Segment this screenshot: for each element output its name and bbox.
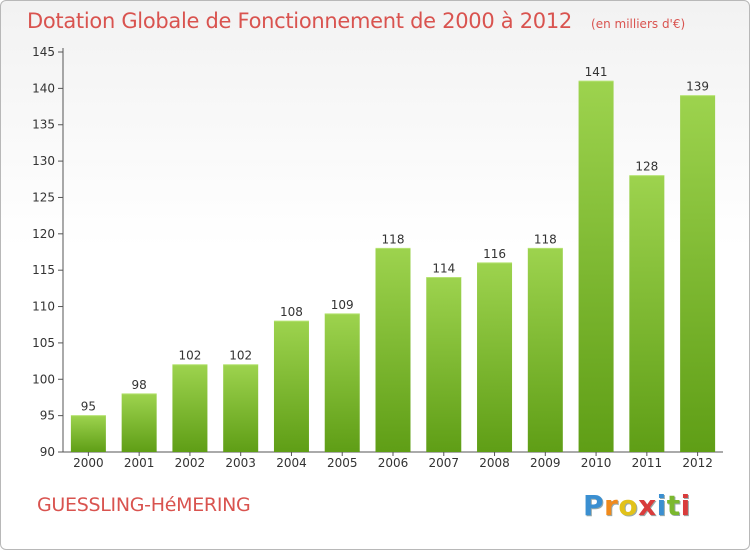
- bar: [578, 81, 614, 452]
- x-axis: 2000 2001 2002 2003 2004 2005 2006 2007 2008 2009…: [63, 451, 723, 470]
- x-tick-label: 2004: [276, 456, 307, 470]
- logo-letter: r: [604, 489, 619, 522]
- bar-value-label: 114: [432, 261, 455, 275]
- logo-letter: P: [583, 489, 605, 522]
- x-tick-label: 2001: [124, 456, 155, 470]
- bar: [375, 248, 411, 452]
- y-tick-label: 95: [40, 409, 55, 423]
- bar-value-label: 102: [178, 349, 201, 363]
- y-tick-label: 140: [32, 81, 55, 95]
- y-tick-label: 135: [32, 118, 55, 132]
- bar: [527, 248, 563, 452]
- y-tick-label: 115: [32, 263, 55, 277]
- bar: [172, 364, 208, 452]
- commune-name: GUESSLING-HéMERING: [37, 494, 251, 516]
- bar-value-label: 118: [382, 232, 405, 246]
- chart-title-block: Dotation Globale de Fonctionnement de 20…: [27, 9, 685, 33]
- bar-value-label: 95: [81, 400, 96, 414]
- bar: [629, 175, 665, 453]
- x-tick-label: 2003: [225, 456, 256, 470]
- bar: [680, 95, 716, 453]
- bar: [121, 393, 157, 452]
- bar-value-label: 139: [686, 80, 709, 94]
- y-axis: 90 95 100 105 110 115 120 125 130 135 140 145: [32, 45, 64, 459]
- x-tick-label: 2010: [581, 456, 612, 470]
- x-tick-label: 2008: [479, 456, 510, 470]
- x-tick-label: 2000: [73, 456, 104, 470]
- bar-value-label: 98: [132, 378, 147, 392]
- bar: [223, 364, 259, 452]
- bars: 95 98 102 102 108 109 118 114 116 118 141 128 139: [70, 65, 716, 453]
- x-tick-label: 2002: [175, 456, 206, 470]
- y-tick-label: 125: [32, 190, 55, 204]
- bar-value-label: 116: [483, 247, 506, 261]
- chart-title: Dotation Globale de Fonctionnement de 20…: [27, 9, 572, 33]
- bar: [70, 415, 106, 452]
- x-tick-label: 2007: [428, 456, 459, 470]
- bar-value-label: 141: [585, 65, 608, 79]
- bar-value-label: 108: [280, 305, 303, 319]
- logo-letter: x: [638, 489, 657, 522]
- bar: [273, 321, 309, 452]
- x-tick-label: 2006: [378, 456, 409, 470]
- bar: [477, 262, 513, 452]
- y-tick-label: 145: [32, 45, 55, 59]
- x-tick-label: 2011: [632, 456, 663, 470]
- y-tick-label: 130: [32, 154, 55, 168]
- y-tick-label: 120: [32, 227, 55, 241]
- logo-letter: i: [656, 489, 667, 522]
- y-tick-label: 110: [32, 300, 55, 314]
- chart-unit: (en milliers d'€): [591, 17, 686, 31]
- bar-value-label: 109: [331, 298, 354, 312]
- bar: [324, 313, 360, 452]
- y-tick-label: 105: [32, 336, 55, 350]
- bar-value-label: 118: [534, 232, 557, 246]
- x-tick-label: 2009: [530, 456, 561, 470]
- x-tick-label: 2012: [682, 456, 713, 470]
- bar: [426, 277, 462, 452]
- proxiti-logo: Proxiti: [583, 489, 691, 522]
- logo-letter: i: [680, 489, 691, 522]
- y-tick-label: 90: [40, 445, 55, 459]
- logo-letter: t: [666, 489, 681, 522]
- bar-value-label: 102: [229, 349, 252, 363]
- bar-value-label: 128: [635, 160, 658, 174]
- x-tick-label: 2005: [327, 456, 358, 470]
- y-tick-label: 100: [32, 372, 55, 386]
- logo-letter: o: [618, 489, 639, 522]
